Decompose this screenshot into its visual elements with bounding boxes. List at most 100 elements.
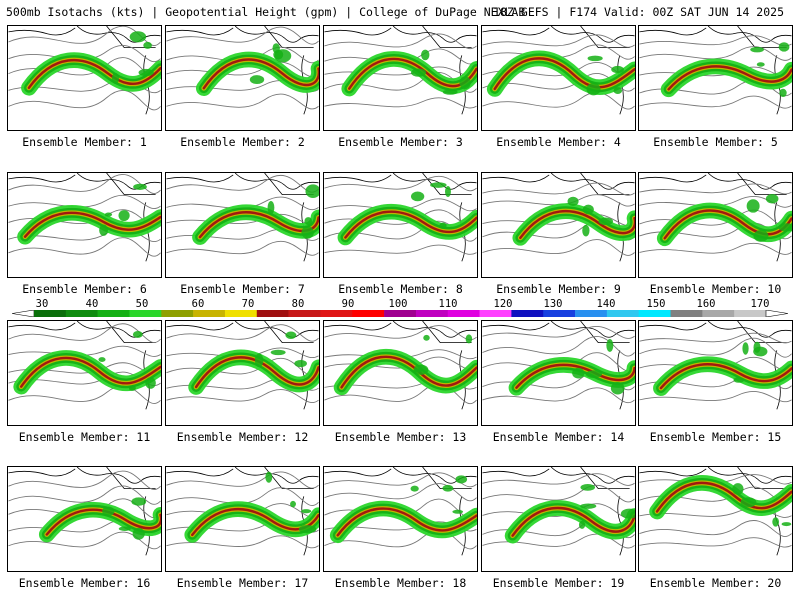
ensemble-member-label: Ensemble Member: 3 (338, 135, 463, 149)
ensemble-panel (481, 466, 636, 572)
height-contour (166, 93, 319, 110)
ensemble-panel (165, 320, 320, 426)
isotach-patch (586, 82, 601, 96)
ensemble-panel (7, 466, 162, 572)
page-title: 500mb Isotachs (kts) | Geopotential Heig… (6, 5, 526, 19)
isotach-patch (610, 382, 625, 395)
isotach-patch (265, 471, 273, 483)
ensemble-panel (7, 25, 162, 131)
height-contour (482, 34, 635, 48)
isotach-patch (413, 364, 429, 375)
ensemble-member-label: Ensemble Member: 16 (18, 576, 151, 590)
ensemble-panel (638, 320, 793, 426)
colorbar-segment (65, 310, 98, 317)
isotach-patch (411, 68, 427, 77)
isotach-patch (99, 224, 108, 236)
ensemble-member-label: Ensemble Member: 18 (334, 576, 467, 590)
isotach-patch (740, 497, 757, 508)
isotach-map (166, 173, 319, 262)
isotach-patch (756, 62, 765, 67)
jet-stream-band (20, 356, 161, 388)
isotach-patch (578, 520, 586, 529)
jet-stream-band (655, 481, 792, 513)
isotach-patch (270, 349, 286, 356)
isotach-patch (104, 212, 113, 217)
isotach-patch (580, 503, 597, 509)
colorbar-segment (320, 310, 353, 317)
isotach-patch (733, 377, 745, 383)
isotach-patch (465, 334, 473, 344)
isotach-patch (421, 49, 430, 61)
height-contour (482, 239, 635, 256)
height-contour (8, 485, 161, 505)
isotach-patch (455, 475, 468, 484)
isotach-patch (606, 338, 614, 352)
height-contour (324, 383, 477, 404)
height-contour (482, 336, 635, 357)
colorbar-tick-label: 130 (543, 298, 563, 310)
isotach-map (324, 321, 477, 410)
height-contour (324, 33, 477, 49)
isotach-patch (301, 509, 312, 514)
ensemble-member-label: Ensemble Member: 19 (492, 576, 625, 590)
colorbar-segment (352, 310, 385, 317)
ensemble-member-label: Ensemble Member: 2 (180, 135, 305, 149)
isotach-patch (304, 217, 313, 226)
height-contour (482, 194, 635, 207)
isotach-patch (442, 89, 458, 95)
height-contour (324, 483, 477, 502)
isotach-map (324, 467, 477, 556)
isotach-patch (118, 526, 131, 531)
height-contour (8, 45, 161, 62)
height-contour (639, 507, 792, 518)
height-contour (482, 182, 635, 196)
ensemble-panel (165, 172, 320, 278)
isotach-patch (779, 88, 787, 98)
height-contour (8, 531, 161, 550)
colorbar-segment (734, 310, 767, 317)
ensemble-panel (638, 25, 793, 131)
isotach-patch (732, 483, 744, 495)
height-contour (639, 35, 792, 47)
isotach-patch (781, 522, 792, 527)
ensemble-panel (323, 466, 478, 572)
height-contour (8, 237, 161, 257)
isotach-map (8, 26, 161, 115)
height-contour (639, 46, 792, 61)
height-contour (324, 97, 477, 109)
height-contour (166, 240, 319, 256)
ensemble-panel (638, 172, 793, 278)
isotach-map (639, 26, 792, 115)
colorbar-max-arrow (765, 310, 788, 317)
isotach-patch (145, 377, 156, 389)
height-contour (166, 46, 319, 63)
colorbar-segment (638, 310, 671, 317)
isotach-map (639, 173, 792, 262)
isotach-patch (442, 484, 454, 492)
isotach-patch (98, 357, 106, 362)
height-contour (166, 535, 319, 549)
colorbar-min-arrow (12, 310, 35, 317)
isotach-patch (778, 223, 792, 232)
ensemble-panel (481, 25, 636, 131)
ensemble-member-label: Ensemble Member: 7 (180, 282, 305, 296)
height-contour (166, 389, 319, 403)
height-contour (639, 474, 792, 485)
colorbar-segment (129, 310, 162, 317)
height-contour (482, 473, 635, 486)
isotach-patch (452, 509, 464, 514)
ensemble-member-label: Ensemble Member: 14 (492, 430, 625, 444)
colorbar-segment (224, 310, 258, 317)
isotach-patch (111, 72, 119, 84)
height-contour (166, 471, 319, 489)
isotach-patch (598, 217, 614, 226)
ensemble-panel (7, 172, 162, 278)
isotach-patch (742, 342, 749, 355)
jet-stream-band (663, 209, 792, 240)
ensemble-member-label: Ensemble Member: 13 (334, 430, 467, 444)
height-contour (482, 92, 635, 110)
isotach-patch (410, 485, 419, 492)
colorbar-bar (12, 310, 788, 317)
height-contour (324, 529, 477, 550)
jet-stream-band (659, 363, 792, 390)
